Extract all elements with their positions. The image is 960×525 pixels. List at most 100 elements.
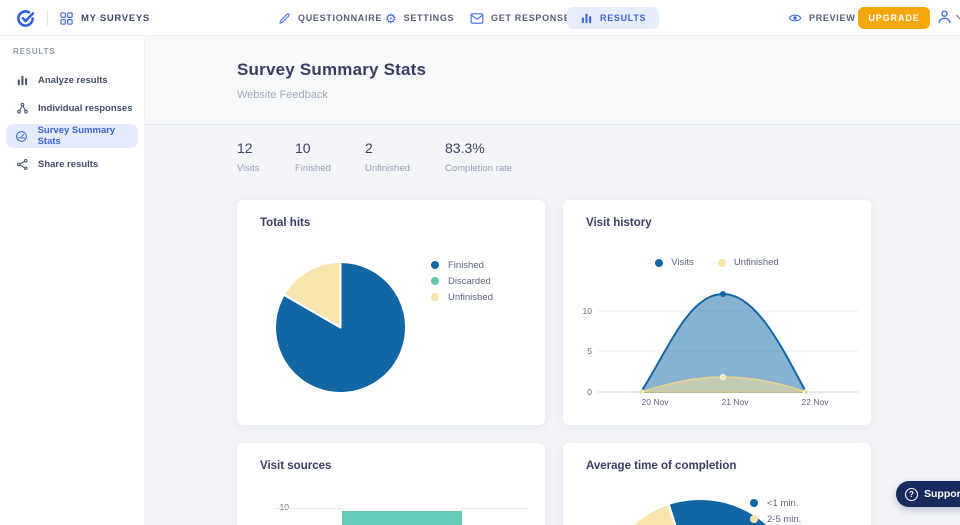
stat-value: 83.3%	[445, 140, 485, 156]
tab-questionnaire[interactable]: QUESTIONNAIRE	[278, 0, 382, 36]
visit-history-card: Visit history Visits Unfinished 10 5 0	[563, 200, 871, 425]
visit-sources-card: Visit sources 10	[237, 443, 545, 525]
preview-button[interactable]: PREVIEW	[788, 0, 855, 36]
legend-item: 2-5 min.	[750, 513, 802, 525]
visit-history-legend: Visits Unfinished	[563, 257, 871, 268]
legend-item: <1 min.	[750, 497, 801, 509]
legend-label: 2-5 min.	[767, 513, 802, 525]
stat-label: Unfinished	[365, 163, 410, 174]
sidebar-section-label: RESULTS	[13, 47, 56, 56]
legend-item: Unfinished	[717, 257, 779, 268]
gridline	[275, 508, 527, 509]
stat-value: 10	[295, 140, 311, 156]
bar-chart-icon	[15, 73, 29, 87]
visit-sources-bar	[342, 511, 462, 525]
data-point	[803, 389, 809, 395]
stat-value: 12	[237, 140, 253, 156]
support-button[interactable]: ? Support	[896, 481, 960, 507]
pencil-icon	[279, 12, 290, 24]
legend-item: Unfinished	[431, 291, 493, 303]
pie-slice-unfinished	[282, 261, 342, 329]
x-tick: 20 Nov	[642, 397, 670, 407]
x-tick: 21 Nov	[722, 397, 750, 407]
page-header: Survey Summary Stats Website Feedback	[145, 36, 960, 125]
gauge-icon	[15, 129, 29, 143]
tab-results[interactable]: RESULTS	[567, 7, 660, 29]
sidebar-item-label: Individual responses	[38, 102, 133, 114]
share-nodes-icon	[15, 157, 29, 171]
tab-settings-label: SETTINGS	[403, 13, 455, 23]
total-hits-pie-chart	[274, 261, 407, 394]
divider	[47, 10, 48, 26]
legend-item: Finished	[431, 260, 493, 271]
sidebar-item-survey-summary-stats[interactable]: Survey Summary Stats	[6, 124, 138, 148]
legend-label: Unfinished	[733, 257, 779, 268]
data-point	[638, 389, 644, 395]
stat-unfinished: 2 Unfinished	[365, 140, 445, 174]
legend-item: Discarded	[431, 275, 493, 287]
stat-completion-rate: 83.3% Completion rate	[445, 140, 512, 174]
card-title: Average time of completion	[586, 460, 737, 472]
avg-time-card: Average time of completion <1 min. 2-5 m…	[563, 443, 871, 525]
tab-get-responses[interactable]: GET RESPONSES	[470, 0, 577, 36]
legend-label: Discarded	[448, 275, 491, 287]
card-title: Total hits	[260, 217, 311, 229]
stat-finished: 10 Finished	[295, 140, 365, 174]
preview-label: PREVIEW	[809, 13, 856, 23]
legend-label: Visits	[671, 257, 694, 268]
legend-dot	[431, 293, 439, 301]
gear-icon: ⚙	[385, 10, 397, 26]
stat-visits: 12 Visits	[237, 140, 295, 174]
person-icon	[938, 10, 951, 24]
visit-history-area-chart: 10 5 0 20 Nov 21 Nov 22 Nov	[583, 291, 858, 407]
stat-label: Visits	[237, 163, 260, 174]
results-sidebar: RESULTS Analyze results Individual respo…	[0, 36, 145, 525]
sidebar-item-individual-responses[interactable]: Individual responses	[6, 96, 138, 120]
envelope-icon	[470, 12, 484, 24]
grid-icon	[60, 11, 73, 25]
stat-label: Finished	[295, 163, 331, 174]
stat-value: 2	[365, 140, 373, 156]
legend-dot	[431, 261, 439, 269]
tab-settings[interactable]: ⚙ SETTINGS	[385, 0, 454, 36]
y-tick: 5	[587, 346, 592, 356]
survio-logo[interactable]	[16, 9, 35, 28]
visits-peak-point	[720, 291, 726, 297]
legend-dot	[431, 277, 439, 285]
survey-name: Website Feedback	[237, 89, 328, 101]
legend-dot	[750, 515, 758, 523]
card-title: Visit sources	[260, 460, 332, 472]
stat-label: Completion rate	[445, 163, 513, 174]
sidebar-item-label: Survey Summary Stats	[37, 125, 116, 147]
legend-label: Unfinished	[448, 291, 493, 303]
check-circle-icon	[17, 9, 35, 27]
legend-item: Visits	[655, 257, 694, 268]
total-hits-card: Total hits Finished Discarded Unfinished	[237, 200, 545, 425]
unfinished-peak-point	[720, 374, 726, 380]
legend-label: <1 min.	[767, 497, 799, 509]
sidebar-item-share-results[interactable]: Share results	[6, 152, 138, 176]
x-tick: 22 Nov	[802, 397, 830, 407]
y-tick: 10	[279, 502, 289, 512]
my-surveys-button[interactable]: MY SURVEYS	[60, 11, 150, 25]
legend-dot	[750, 499, 758, 507]
profile-menu-button[interactable]	[936, 8, 960, 25]
tab-results-label: RESULTS	[600, 13, 647, 23]
upgrade-button[interactable]: UPGRADE	[858, 7, 930, 29]
question-mark-icon: ?	[905, 487, 918, 501]
y-tick: 0	[587, 387, 592, 397]
top-navbar: MY SURVEYS QUESTIONNAIRE ⚙ SETTINGS GET …	[0, 0, 960, 36]
tab-get-responses-label: GET RESPONSES	[491, 13, 578, 23]
my-surveys-label: MY SURVEYS	[81, 12, 150, 24]
summary-stats-row: 12 Visits 10 Finished 2 Unfinished 83.3%…	[237, 140, 512, 174]
avg-time-legend: <1 min. 2-5 min.	[750, 497, 802, 525]
card-title: Visit history	[586, 217, 652, 229]
people-tree-icon	[15, 101, 29, 115]
eye-icon	[788, 14, 802, 22]
tab-questionnaire-label: QUESTIONNAIRE	[298, 13, 383, 23]
sidebar-item-label: Analyze results	[38, 74, 108, 86]
total-hits-legend: Finished Discarded Unfinished	[431, 260, 493, 303]
sidebar-item-analyze-results[interactable]: Analyze results	[6, 68, 138, 92]
support-label: Support	[924, 488, 960, 500]
